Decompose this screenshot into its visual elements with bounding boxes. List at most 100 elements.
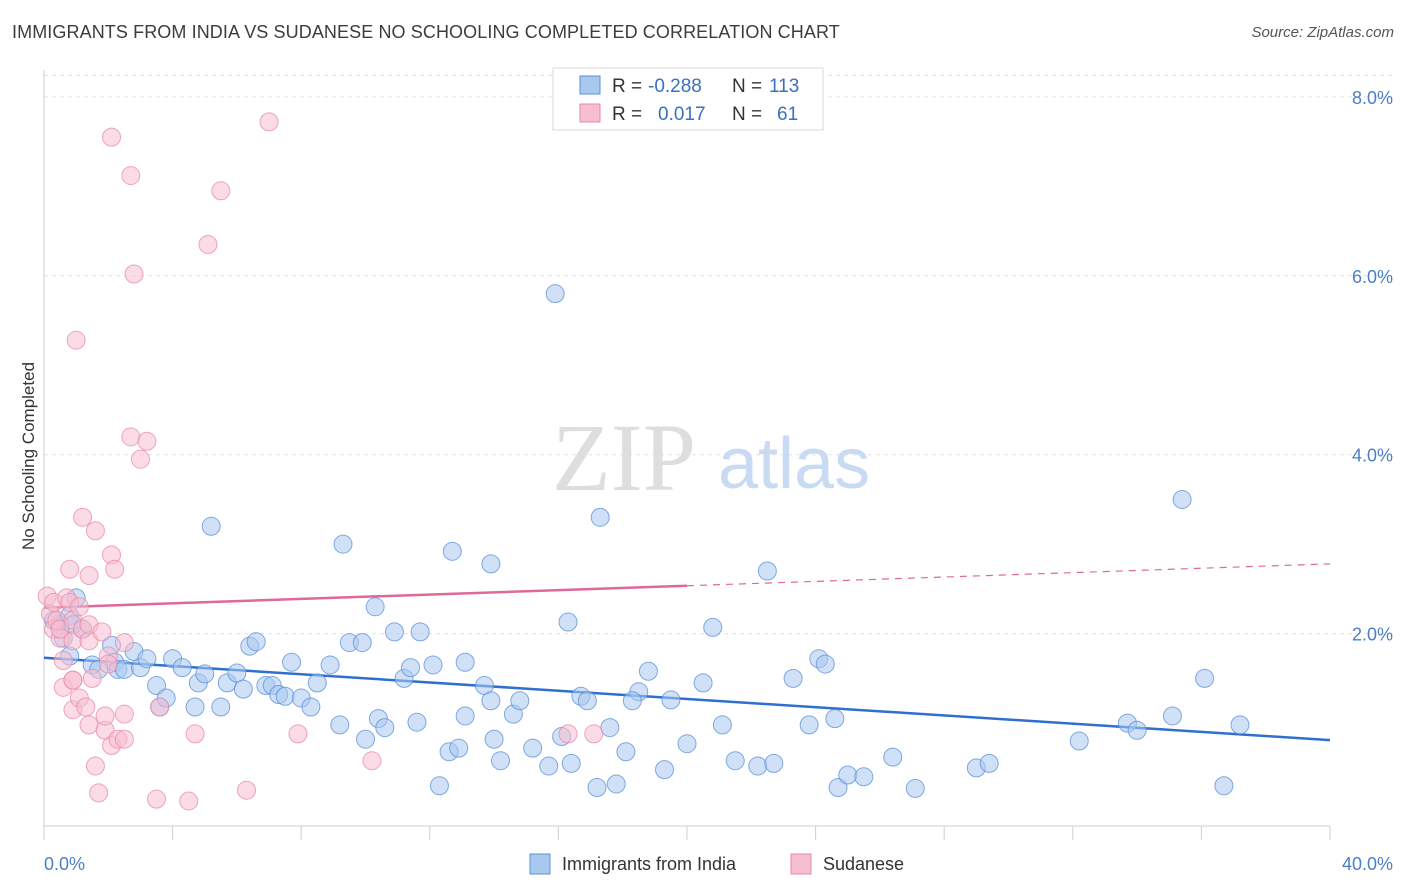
point-india-99 xyxy=(838,765,858,785)
point-india-28 xyxy=(227,663,247,683)
point-sudanese-30 xyxy=(89,783,109,803)
point-sudanese-24 xyxy=(79,715,99,735)
point-india-59 xyxy=(455,706,475,726)
y-tick-label-0: 2.0% xyxy=(1352,625,1393,645)
point-sudanese-17 xyxy=(66,330,86,350)
point-india-72 xyxy=(561,753,581,773)
point-india-22 xyxy=(185,697,205,717)
point-india-41 xyxy=(330,715,350,735)
point-india-25 xyxy=(201,516,221,536)
point-india-98 xyxy=(828,778,848,798)
point-india-79 xyxy=(600,718,620,738)
point-india-86 xyxy=(677,734,697,754)
point-india-83 xyxy=(638,661,658,681)
point-sudanese-36 xyxy=(98,654,118,674)
point-india-87 xyxy=(693,673,713,693)
point-india-17 xyxy=(147,676,167,696)
legend-n-label-sudanese: N = xyxy=(732,104,762,125)
legend-r-label-india: R = xyxy=(612,76,642,97)
data-points xyxy=(37,112,1250,811)
point-india-103 xyxy=(905,778,925,798)
grid-lines xyxy=(44,74,1392,635)
y-tick-label-3: 8.0% xyxy=(1352,88,1393,108)
point-india-13 xyxy=(114,659,134,679)
point-india-35 xyxy=(275,686,295,706)
point-india-64 xyxy=(481,691,501,711)
watermark-atlas: atlas xyxy=(718,424,870,504)
watermark-zip: ZIP xyxy=(552,404,696,511)
point-india-108 xyxy=(1127,720,1147,740)
point-india-39 xyxy=(307,673,327,693)
point-sudanese-45 xyxy=(121,427,141,447)
point-india-16 xyxy=(137,649,157,669)
point-sudanese-27 xyxy=(85,756,105,776)
correlation-legend: R = -0.288 N = 113 R = 0.017 N = 61 xyxy=(552,67,824,131)
point-sudanese-46 xyxy=(124,264,144,284)
x-tick-labels: 0.0% 40.0% xyxy=(44,854,1393,874)
point-india-109 xyxy=(1162,706,1182,726)
series-legend: Immigrants from India Sudanese xyxy=(529,853,904,875)
point-india-45 xyxy=(356,729,375,749)
point-india-42 xyxy=(333,534,353,554)
legend-n-value-sudanese: 61 xyxy=(777,104,798,125)
point-india-31 xyxy=(246,632,266,652)
point-india-75 xyxy=(577,691,597,711)
point-sudanese-29 xyxy=(85,521,105,541)
point-india-70 xyxy=(558,612,578,632)
point-india-49 xyxy=(384,622,404,642)
point-india-48 xyxy=(375,718,395,738)
point-india-100 xyxy=(825,709,845,729)
point-india-21 xyxy=(172,658,192,678)
point-india-57 xyxy=(442,541,462,561)
point-india-69 xyxy=(539,756,559,776)
trend-line-sudanese-extension xyxy=(686,563,1331,587)
point-india-68 xyxy=(523,738,543,758)
point-sudanese-44 xyxy=(121,166,141,186)
point-india-85 xyxy=(661,690,681,710)
bottom-legend-swatch-india xyxy=(529,853,551,875)
point-india-67 xyxy=(510,691,530,711)
point-india-111 xyxy=(1195,668,1215,688)
point-india-24 xyxy=(195,664,215,684)
point-india-61 xyxy=(481,554,501,574)
y-tick-labels: 2.0% 4.0% 6.0% 8.0% xyxy=(1352,88,1393,645)
bottom-legend-label-sudanese: Sudanese xyxy=(823,854,904,874)
point-india-53 xyxy=(410,622,430,642)
chart-title: IMMIGRANTS FROM INDIA VS SUDANESE NO SCH… xyxy=(12,22,840,42)
point-india-60 xyxy=(455,652,475,672)
axes xyxy=(43,70,1331,840)
point-india-97 xyxy=(815,654,835,674)
point-sudanese-52 xyxy=(185,724,205,744)
point-sudanese-43 xyxy=(114,729,134,749)
point-india-82 xyxy=(622,691,642,711)
point-sudanese-56 xyxy=(259,112,279,132)
point-india-44 xyxy=(352,633,372,653)
point-india-88 xyxy=(703,617,723,637)
trend-line-sudanese xyxy=(43,584,688,609)
point-india-80 xyxy=(616,742,636,762)
point-sudanese-20 xyxy=(73,507,93,527)
x-tick-label-1: 40.0% xyxy=(1342,854,1393,874)
point-india-78 xyxy=(587,778,607,798)
point-sudanese-22 xyxy=(76,697,96,717)
point-india-76 xyxy=(590,507,610,527)
legend-n-value-india: 113 xyxy=(769,76,799,97)
point-india-36 xyxy=(282,652,302,672)
point-sudanese-8 xyxy=(53,650,73,670)
point-sudanese-48 xyxy=(137,431,157,451)
bottom-legend-label-india: Immigrants from India xyxy=(562,854,737,874)
y-tick-label-1: 4.0% xyxy=(1352,446,1393,466)
point-india-90 xyxy=(725,751,745,771)
point-sudanese-54 xyxy=(211,181,231,201)
legend-swatch-sudanese xyxy=(579,103,601,123)
point-india-77 xyxy=(606,774,626,794)
point-india-73 xyxy=(545,284,565,304)
point-sudanese-19 xyxy=(69,597,89,617)
legend-r-value-india: -0.288 xyxy=(648,76,702,97)
point-india-106 xyxy=(1069,731,1089,751)
point-sudanese-31 xyxy=(92,622,112,642)
y-axis-label: No Schooling Completed xyxy=(19,362,38,550)
point-india-113 xyxy=(1230,715,1250,735)
point-sudanese-38 xyxy=(102,127,122,147)
